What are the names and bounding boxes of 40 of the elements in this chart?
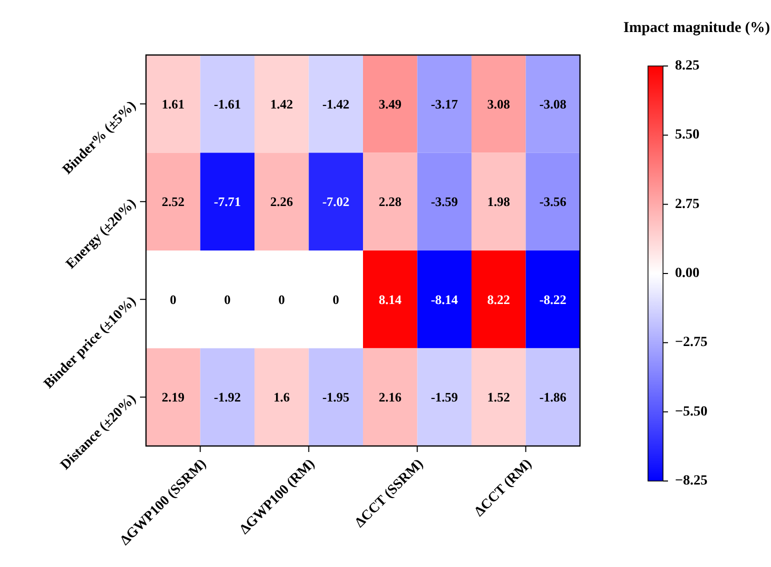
data-label: 1.52 [487, 390, 510, 405]
data-label: 2.52 [162, 194, 184, 210]
color-bar-label: −2.75 [675, 335, 708, 350]
data-label: -3.17 [430, 96, 458, 112]
data-label: 1.6 [274, 390, 290, 405]
data-label: -3.56 [539, 194, 567, 210]
data-label: 0 [224, 292, 231, 307]
data-label: 1.61 [162, 96, 184, 112]
data-label: 0 [278, 292, 285, 307]
color-bar-label: −8.25 [675, 474, 708, 488]
color-bar-label: 8.25 [675, 58, 700, 74]
data-label: 2.16 [378, 390, 402, 405]
data-label: 3.49 [378, 96, 402, 112]
data-label: -1.59 [430, 390, 458, 405]
data-label: 0 [332, 292, 340, 307]
data-label: 8.22 [487, 292, 510, 307]
data-label: -1.95 [322, 390, 350, 405]
data-label: 0 [170, 292, 176, 307]
data-label: 1.42 [270, 96, 293, 112]
color-bar-label: 2.75 [675, 196, 700, 212]
data-label: -3.59 [430, 194, 458, 210]
data-label: 1.98 [487, 194, 510, 210]
data-label: -1.86 [539, 390, 567, 405]
data-label: 8.14 [378, 292, 402, 307]
data-label: 2.28 [378, 194, 402, 210]
data-label: -1.61 [214, 96, 241, 112]
color-bar-title: Impact magnitude (%) [623, 20, 770, 36]
data-label: 2.26 [270, 194, 294, 210]
data-label: 3.08 [487, 96, 510, 112]
data-label: -3.08 [539, 96, 567, 112]
data-label: -7.02 [322, 194, 350, 210]
data-label: -1.42 [322, 96, 350, 112]
data-label: -7.71 [214, 194, 241, 210]
color-bar-label: 5.50 [675, 128, 700, 143]
data-label: -1.92 [214, 390, 241, 405]
color-bar-label: −5.50 [675, 404, 708, 420]
data-label: -8.14 [430, 292, 458, 307]
color-bar-label: 0.00 [675, 266, 700, 281]
data-label: 2.19 [162, 390, 185, 405]
data-label: -8.22 [539, 292, 566, 307]
